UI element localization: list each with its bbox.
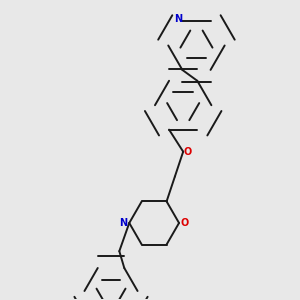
Text: O: O [181, 218, 189, 228]
Text: O: O [183, 147, 191, 157]
Text: N: N [174, 14, 182, 24]
Text: N: N [119, 218, 128, 228]
